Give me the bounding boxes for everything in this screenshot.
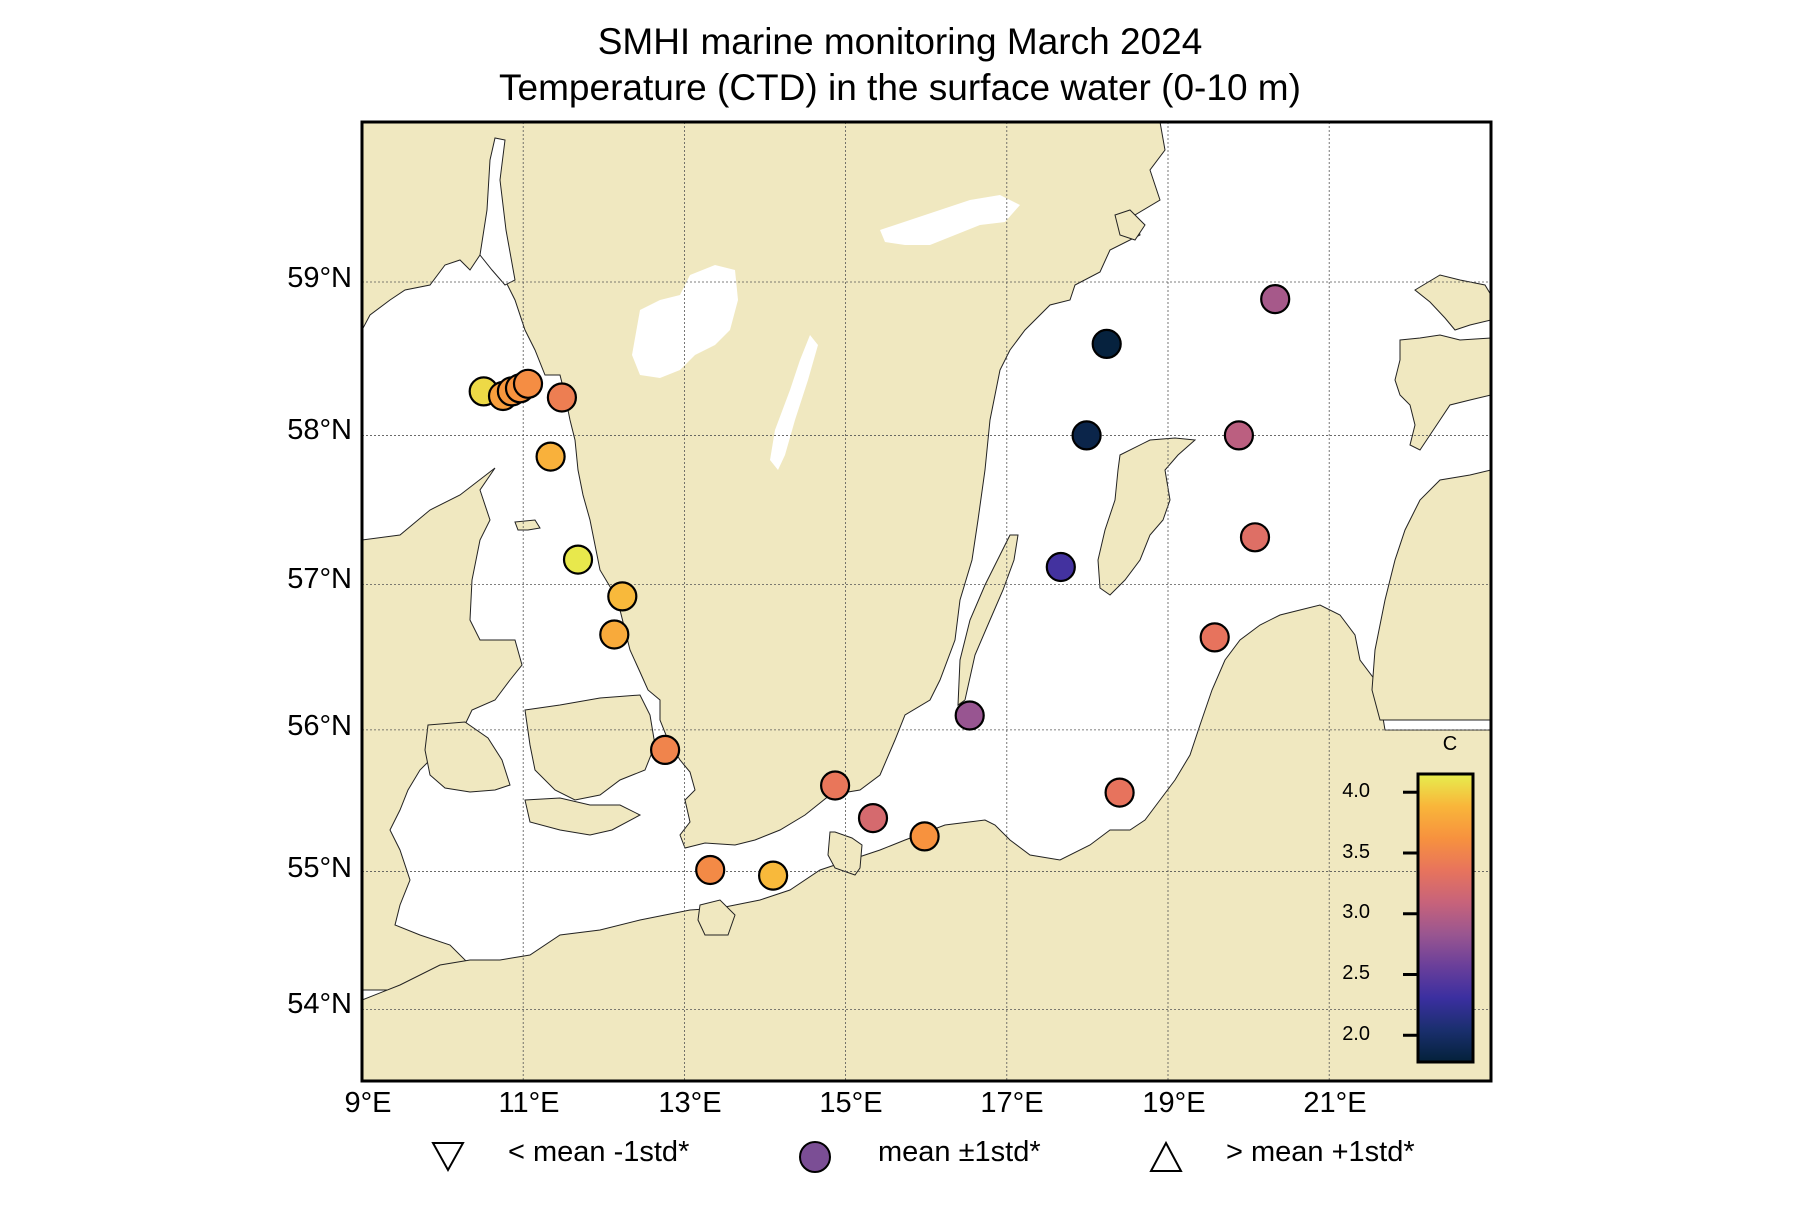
x-tick-label: 11°E	[498, 1087, 560, 1119]
colorbar-unit-label: C	[1442, 733, 1458, 755]
island-gotland	[1097, 437, 1197, 596]
station-marker	[1223, 420, 1255, 451]
x-tick-label: 15°E	[819, 1087, 883, 1119]
island-bornholm	[827, 831, 863, 876]
colorbar	[1416, 772, 1475, 1064]
y-tick-label: 58°N	[287, 414, 352, 446]
station-marker	[954, 700, 985, 731]
island-laeso	[514, 519, 541, 531]
gridlines	[362, 122, 1491, 1081]
y-tick-label: 57°N	[287, 563, 352, 595]
chart-subtitle: Temperature (CTD) in the surface water (…	[499, 67, 1301, 108]
station-marker	[599, 619, 630, 650]
island-saaremaa	[1394, 334, 1491, 451]
station-marker	[1239, 522, 1271, 553]
legend-label-within: mean ±1std*	[878, 1136, 1041, 1168]
x-tick-label: 13°E	[658, 1087, 722, 1119]
station-marker	[546, 382, 578, 413]
station-marker	[607, 581, 638, 612]
land-scandinavia	[362, 122, 1166, 849]
chart-title: SMHI marine monitoring March 2024	[597, 21, 1203, 62]
y-tick-label: 56°N	[287, 710, 352, 742]
colorbar-tick-label: 2.5	[1342, 962, 1370, 984]
station-marker	[512, 368, 544, 399]
y-tick-label: 55°N	[287, 852, 352, 884]
colorbar-tick-label: 3.0	[1342, 901, 1370, 923]
station-marker	[1045, 551, 1076, 583]
colorbar-tick-label: 4.0	[1342, 780, 1370, 802]
legend-triangle-up-icon	[1149, 1140, 1183, 1172]
legend-label-below: < mean -1std*	[508, 1136, 690, 1168]
island-zealand	[524, 694, 656, 801]
station-marker	[695, 854, 726, 886]
station-marker	[757, 860, 789, 891]
lake-malaren	[880, 195, 1020, 245]
colorbar-tick-label: 2.0	[1342, 1023, 1370, 1045]
island-lolland	[524, 797, 642, 836]
lake-vanern	[632, 265, 738, 378]
station-marker	[562, 544, 594, 575]
station-marker	[535, 441, 566, 472]
colorbar-tick-label: 3.5	[1342, 841, 1370, 863]
station-marker	[819, 770, 851, 801]
x-tick-label: 9°E	[344, 1087, 392, 1119]
legend-triangle-down-icon	[431, 1142, 465, 1173]
island-funen	[424, 721, 511, 793]
lake-vattern	[770, 335, 818, 470]
island-rugen	[697, 899, 736, 936]
x-tick-label: 17°E	[980, 1087, 1044, 1119]
station-marker	[1091, 328, 1122, 359]
y-tick-label: 54°N	[287, 988, 352, 1020]
station-marker	[909, 821, 940, 852]
oslo-fjord	[479, 137, 516, 286]
x-tick-label: 19°E	[1142, 1087, 1206, 1119]
station-markers	[468, 284, 1291, 891]
station-marker	[857, 802, 889, 834]
y-tick-label: 59°N	[287, 262, 352, 294]
station-marker	[649, 734, 681, 766]
island-archipelago	[1114, 209, 1146, 241]
map-frame	[360, 120, 1493, 1083]
land-latvia	[1371, 469, 1491, 721]
station-marker	[1260, 284, 1291, 315]
legend-label-above: > mean +1std*	[1226, 1136, 1415, 1168]
station-marker	[1104, 777, 1135, 808]
island-hiiumaa	[1414, 274, 1491, 331]
station-marker	[1071, 420, 1102, 451]
colorbar-ticks	[1403, 790, 1418, 1037]
island-oland	[957, 534, 1019, 707]
x-tick-label: 21°E	[1303, 1087, 1367, 1119]
station-marker	[1199, 622, 1230, 653]
legend-circle-icon	[799, 1141, 831, 1173]
